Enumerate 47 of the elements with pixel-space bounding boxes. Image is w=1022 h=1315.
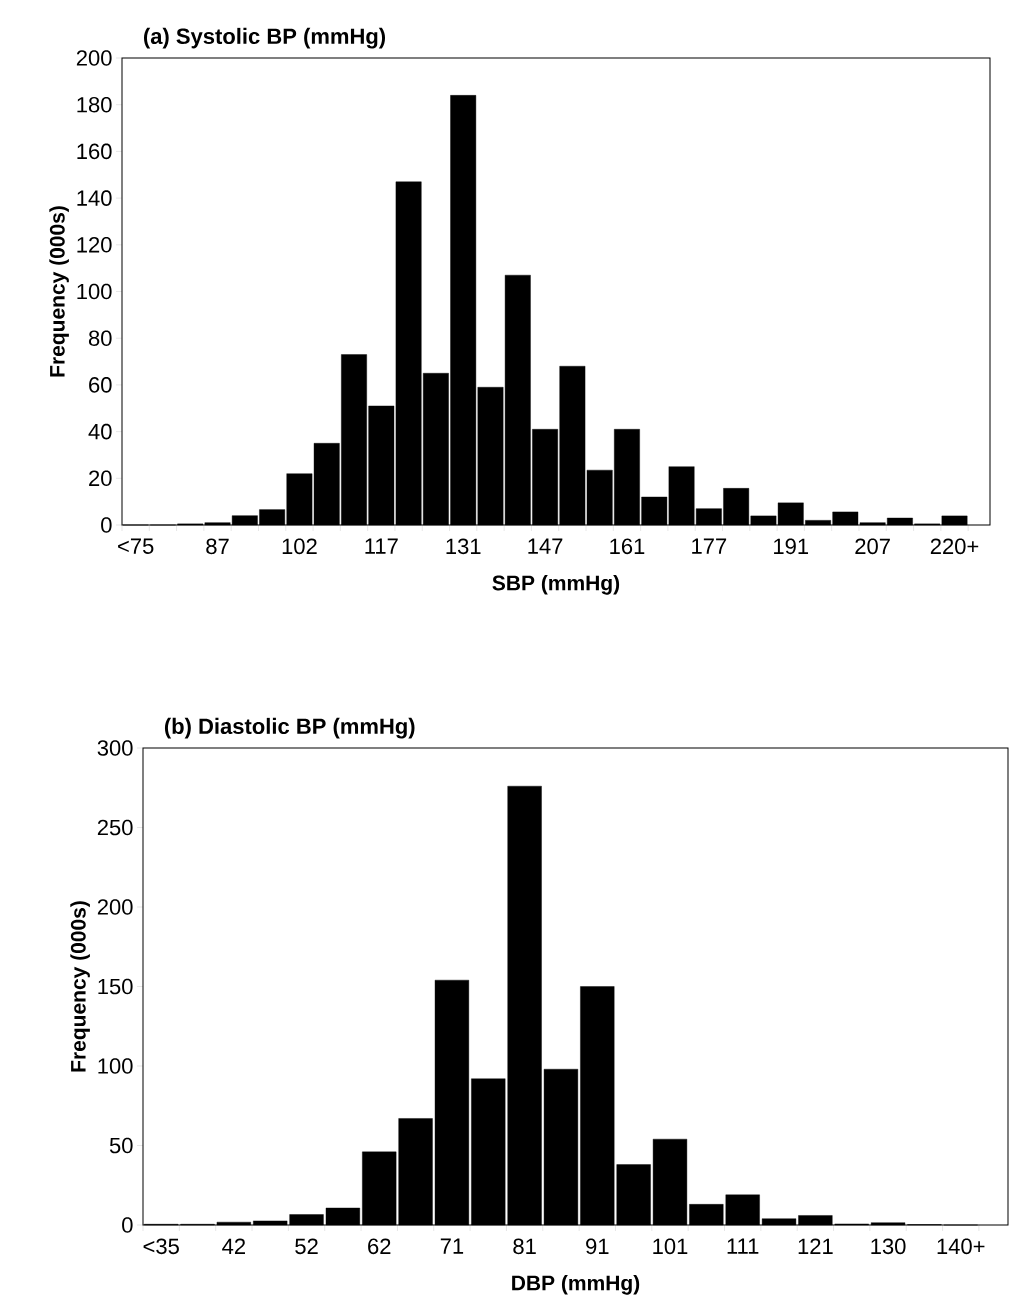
y-tick-label: 80 bbox=[88, 330, 112, 347]
y-tick-label: 0 bbox=[101, 517, 112, 533]
y-tick-label: 100 bbox=[98, 1058, 133, 1074]
x-tick-label: 130 bbox=[871, 1238, 906, 1255]
y-tick-label: 140 bbox=[77, 190, 112, 206]
y-tick-label: 250 bbox=[97, 819, 133, 836]
x-tick-label: <75 bbox=[118, 538, 154, 554]
x-tick-label: 147 bbox=[528, 538, 563, 554]
y-tick-label: 0 bbox=[122, 1217, 133, 1233]
y-tick-label: 200 bbox=[76, 50, 112, 66]
y-axis-title: Frequency (000s) bbox=[70, 901, 90, 1072]
y-tick-label: 160 bbox=[77, 143, 112, 160]
x-tick-label: 207 bbox=[855, 538, 890, 555]
x-tick-label: 101 bbox=[653, 1238, 688, 1255]
x-tick-label: 87 bbox=[206, 538, 229, 555]
y-tick-label: 50 bbox=[109, 1137, 133, 1154]
x-tick-label: 220+ bbox=[930, 538, 979, 555]
x-tick-label: 62 bbox=[368, 1238, 391, 1255]
chart-title: (a) Systolic BP (mmHg) bbox=[143, 27, 386, 49]
x-tick-label: 42 bbox=[222, 1238, 245, 1254]
x-tick-label: 91 bbox=[586, 1238, 609, 1255]
x-tick-label: 177 bbox=[692, 538, 727, 554]
y-tick-label: 120 bbox=[77, 237, 112, 253]
x-tick-label: 71 bbox=[440, 1238, 464, 1254]
x-tick-label: 121 bbox=[798, 1238, 833, 1254]
x-axis-title: SBP (mmHg) bbox=[492, 574, 620, 595]
y-tick-label: 200 bbox=[97, 899, 133, 915]
x-tick-label: 117 bbox=[365, 538, 398, 554]
chart-title: (b) Diastolic BP (mmHg) bbox=[164, 717, 415, 739]
y-tick-label: 180 bbox=[77, 96, 112, 113]
y-tick-label: 60 bbox=[89, 377, 112, 393]
y-tick-label: 150 bbox=[98, 978, 133, 995]
x-tick-label: 111 bbox=[727, 1238, 759, 1254]
x-tick-label: 102 bbox=[282, 538, 317, 555]
x-tick-label: 81 bbox=[513, 1238, 536, 1255]
y-tick-label: 100 bbox=[77, 283, 112, 300]
x-tick-label: 131 bbox=[446, 538, 481, 555]
x-tick-label: 191 bbox=[774, 538, 809, 555]
x-tick-label: 52 bbox=[295, 1238, 318, 1255]
x-axis-title: DBP (mmHg) bbox=[512, 1274, 640, 1295]
y-tick-label: 40 bbox=[88, 423, 112, 440]
y-axis-title: Frequency (000s) bbox=[49, 206, 69, 377]
x-tick-label: 161 bbox=[610, 538, 645, 555]
x-tick-label: <35 bbox=[143, 1238, 179, 1255]
y-tick-label: 300 bbox=[97, 740, 133, 756]
x-tick-label: 140+ bbox=[937, 1238, 985, 1255]
y-tick-label: 20 bbox=[89, 470, 112, 487]
